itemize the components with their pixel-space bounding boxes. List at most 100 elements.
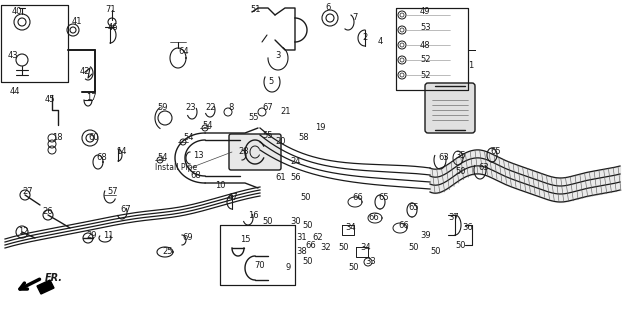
- Text: 69: 69: [182, 234, 193, 243]
- FancyBboxPatch shape: [229, 134, 281, 170]
- Text: 14: 14: [116, 148, 126, 156]
- Text: 33: 33: [365, 258, 376, 267]
- Text: 12: 12: [18, 228, 28, 236]
- Text: 16: 16: [248, 211, 258, 220]
- Text: 24: 24: [290, 157, 300, 166]
- Text: 52: 52: [420, 70, 430, 79]
- Text: 18: 18: [52, 133, 63, 142]
- Text: 29: 29: [86, 230, 97, 239]
- Text: 20: 20: [275, 138, 286, 147]
- Text: 1: 1: [468, 60, 473, 69]
- Text: 50: 50: [302, 258, 312, 267]
- Text: 44: 44: [10, 87, 20, 97]
- Text: 37: 37: [448, 213, 459, 222]
- Text: 54: 54: [157, 154, 167, 163]
- Text: 61: 61: [275, 173, 286, 182]
- Text: 66: 66: [368, 213, 379, 222]
- Text: 23: 23: [185, 103, 196, 113]
- Text: 5: 5: [268, 77, 273, 86]
- Text: 26: 26: [42, 207, 52, 217]
- Text: Install Pipe: Install Pipe: [155, 164, 197, 172]
- Text: 54: 54: [183, 133, 193, 142]
- Text: 40: 40: [12, 7, 23, 17]
- Text: 47: 47: [228, 194, 239, 203]
- Text: 35: 35: [455, 150, 466, 159]
- Text: 66: 66: [305, 241, 316, 250]
- Text: 15: 15: [240, 236, 250, 244]
- Text: 21: 21: [280, 108, 291, 116]
- Text: 68: 68: [96, 154, 107, 163]
- Text: 64: 64: [178, 47, 188, 57]
- Text: 31: 31: [296, 234, 307, 243]
- Text: 49: 49: [420, 7, 430, 17]
- Text: 50: 50: [455, 241, 466, 250]
- Text: 43: 43: [8, 51, 18, 60]
- Text: 41: 41: [72, 18, 83, 27]
- Text: 36: 36: [462, 223, 473, 233]
- Text: 27: 27: [22, 188, 33, 196]
- Text: 6: 6: [325, 4, 331, 12]
- Text: 59: 59: [157, 103, 167, 113]
- Text: 67: 67: [120, 205, 131, 214]
- Text: 45: 45: [45, 95, 56, 105]
- Text: 46: 46: [108, 23, 119, 33]
- Text: 58: 58: [298, 133, 308, 142]
- Text: 50: 50: [408, 244, 418, 252]
- Text: 54: 54: [202, 121, 212, 130]
- Text: 19: 19: [315, 124, 325, 132]
- Text: 65: 65: [490, 148, 501, 156]
- Text: 51: 51: [250, 5, 260, 14]
- Text: 50: 50: [300, 194, 310, 203]
- Polygon shape: [37, 280, 54, 294]
- Text: 50: 50: [302, 220, 312, 229]
- Text: 68: 68: [190, 171, 201, 180]
- Text: 65: 65: [378, 194, 389, 203]
- Text: 22: 22: [205, 103, 216, 113]
- Text: 56: 56: [290, 173, 301, 182]
- Text: 10: 10: [215, 180, 226, 189]
- Text: 63: 63: [438, 154, 449, 163]
- Bar: [220, 225, 295, 285]
- Text: 8: 8: [228, 103, 233, 113]
- Text: 42: 42: [80, 68, 90, 76]
- Text: 50: 50: [455, 167, 466, 177]
- Text: 66: 66: [398, 220, 409, 229]
- Bar: [220, 225, 295, 285]
- Bar: [1, 5, 68, 82]
- Text: 60: 60: [88, 133, 99, 142]
- Text: 38: 38: [296, 247, 307, 257]
- Text: 30: 30: [290, 218, 301, 227]
- Text: 9: 9: [285, 263, 290, 273]
- Text: 17: 17: [86, 93, 97, 102]
- Text: 25: 25: [162, 247, 173, 257]
- Text: 4: 4: [378, 37, 383, 46]
- Text: 7: 7: [352, 13, 357, 22]
- Text: 65: 65: [408, 204, 418, 212]
- Text: 48: 48: [420, 41, 430, 50]
- Text: 50: 50: [262, 218, 272, 227]
- Text: 57: 57: [107, 188, 118, 196]
- Text: 50: 50: [430, 247, 441, 257]
- Text: 63: 63: [478, 164, 489, 172]
- Bar: [1, 5, 68, 82]
- Text: 66: 66: [352, 194, 363, 203]
- Text: 62: 62: [312, 234, 322, 243]
- Text: 67: 67: [262, 103, 273, 113]
- Text: 32: 32: [320, 244, 331, 252]
- Text: 70: 70: [254, 260, 265, 269]
- Text: 53: 53: [420, 23, 430, 33]
- Bar: [396, 8, 468, 90]
- Text: 13: 13: [193, 150, 204, 159]
- Text: 2: 2: [362, 34, 367, 43]
- Text: 39: 39: [420, 230, 430, 239]
- Text: 34: 34: [360, 244, 370, 252]
- Text: 34: 34: [345, 223, 356, 233]
- Bar: [396, 8, 468, 90]
- Text: 71: 71: [105, 5, 116, 14]
- Text: 52: 52: [420, 55, 430, 65]
- FancyBboxPatch shape: [425, 83, 475, 133]
- Text: 11: 11: [103, 230, 114, 239]
- Text: FR.: FR.: [45, 273, 63, 283]
- Text: 55: 55: [262, 131, 272, 140]
- Text: 50: 50: [348, 263, 358, 273]
